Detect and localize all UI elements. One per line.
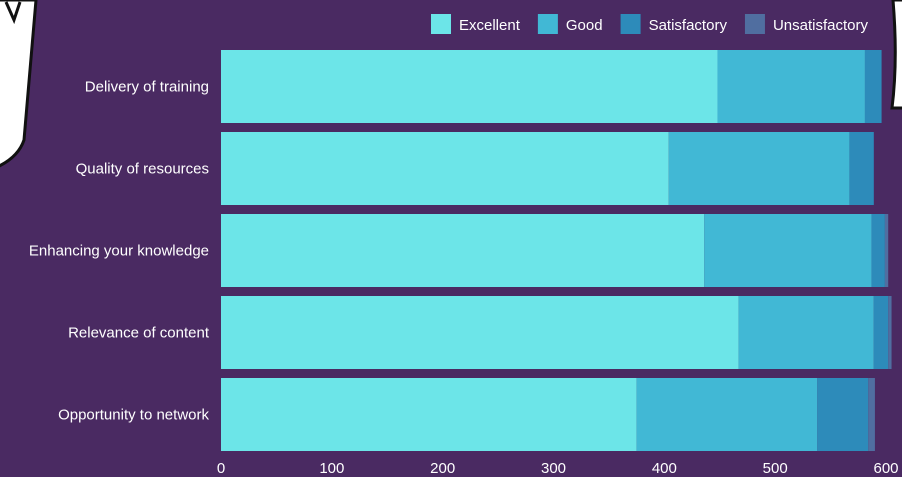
x-tick-label-200: 200 bbox=[430, 460, 455, 477]
x-tick-label-400: 400 bbox=[652, 460, 677, 477]
bar-quality-of-resources-good bbox=[668, 132, 850, 205]
bar-quality-of-resources-excellent bbox=[221, 132, 669, 205]
legend-swatch-unsatisfactory bbox=[744, 14, 765, 34]
category-labels: Delivery of training Quality of resources… bbox=[29, 79, 210, 424]
legend-swatch-good bbox=[537, 14, 558, 34]
legend: Excellent Good Satisfactory Unsatisfactory bbox=[431, 14, 868, 34]
legend-label-unsatisfactory: Unsatisfactory bbox=[773, 17, 869, 34]
bar-opportunity-to-network-good bbox=[636, 378, 818, 451]
legend-label-excellent: Excellent bbox=[459, 17, 521, 34]
x-tick-label-600: 600 bbox=[873, 460, 898, 477]
bar-opportunity-to-network-unsatisfactory bbox=[868, 378, 875, 451]
category-label-delivery-of-training: Delivery of training bbox=[85, 79, 209, 96]
category-label-enhancing-your-knowledge: Enhancing your knowledge bbox=[29, 243, 209, 260]
bar-opportunity-to-network-satisfactory bbox=[817, 378, 869, 451]
bar-enhancing-your-knowledge-satisfactory bbox=[871, 214, 885, 287]
bar-delivery-of-training-excellent bbox=[221, 50, 718, 123]
bar-delivery-of-training-satisfactory bbox=[864, 50, 882, 123]
legend-label-satisfactory: Satisfactory bbox=[649, 17, 728, 34]
bars-group bbox=[221, 50, 892, 451]
bar-enhancing-your-knowledge-excellent bbox=[221, 214, 705, 287]
bar-quality-of-resources-satisfactory bbox=[849, 132, 874, 205]
bar-relevance-of-content-unsatisfactory bbox=[888, 296, 892, 369]
category-label-opportunity-to-network: Opportunity to network bbox=[58, 407, 209, 424]
bar-enhancing-your-knowledge-good bbox=[704, 214, 872, 287]
x-tick-label-500: 500 bbox=[763, 460, 788, 477]
bar-relevance-of-content-good bbox=[738, 296, 874, 369]
bar-relevance-of-content-excellent bbox=[221, 296, 739, 369]
category-label-quality-of-resources: Quality of resources bbox=[76, 161, 209, 178]
bar-opportunity-to-network-excellent bbox=[221, 378, 637, 451]
x-tick-label-0: 0 bbox=[217, 460, 225, 477]
legend-swatch-satisfactory bbox=[620, 14, 641, 34]
bar-delivery-of-training-good bbox=[717, 50, 865, 123]
x-tick-label-300: 300 bbox=[541, 460, 566, 477]
x-axis-ticks: 0 100 200 300 400 500 600 bbox=[217, 460, 899, 477]
bar-relevance-of-content-satisfactory bbox=[873, 296, 889, 369]
legend-swatch-excellent bbox=[431, 14, 451, 34]
legend-label-good: Good bbox=[566, 17, 603, 34]
category-label-relevance-of-content: Relevance of content bbox=[68, 325, 210, 342]
bar-enhancing-your-knowledge-unsatisfactory bbox=[884, 214, 889, 287]
x-tick-label-100: 100 bbox=[319, 460, 344, 477]
